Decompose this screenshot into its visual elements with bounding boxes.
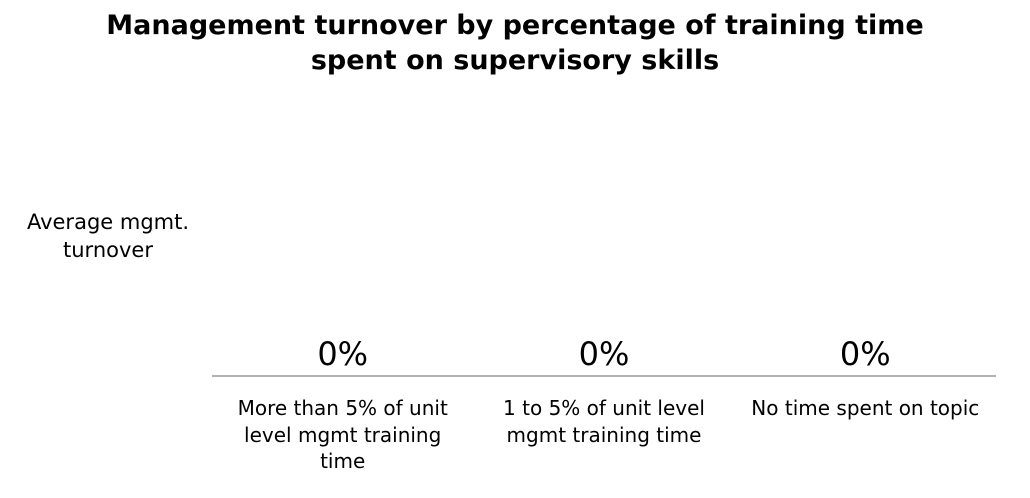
value-label-3: 0% (840, 335, 891, 373)
category-label-3: No time spent on topic (740, 395, 990, 422)
value-label-2: 0% (579, 335, 630, 373)
chart-title-line-1: Management turnover by percentage of tra… (106, 10, 924, 41)
y-axis-label-line-2: turnover (63, 238, 153, 262)
category-label-1-line-1: More than 5% of unit (237, 396, 448, 420)
value-labels-group: 0% 0% 0% (317, 335, 890, 373)
chart-title: Management turnover by percentage of tra… (0, 8, 1030, 78)
category-label-2-line-2: mgmt training time (506, 422, 702, 447)
chart-title-line-2: spent on supervisory skills (310, 45, 720, 76)
category-label-1-line-3: time (320, 449, 366, 473)
category-label-2: 1 to 5% of unit level mgmt training time (479, 395, 729, 448)
category-label-2-line-1: 1 to 5% of unit level (503, 396, 705, 420)
y-axis-label-line-1: Average mgmt. (26, 210, 190, 234)
category-label-3-line-1: No time spent on topic (751, 396, 980, 420)
category-label-1: More than 5% of unit level mgmt training t… (218, 395, 468, 475)
category-label-1-line-2: level mgmt training (244, 422, 442, 447)
value-label-1: 0% (317, 335, 368, 373)
y-axis-label: Average mgmt. turnover (18, 208, 198, 264)
